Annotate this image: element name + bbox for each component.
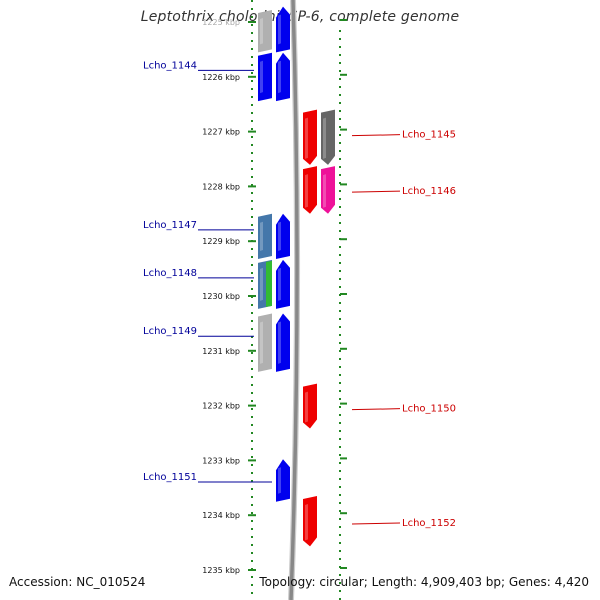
- gene-highlight: [278, 14, 281, 45]
- gene-body: [303, 166, 317, 214]
- gene-highlight: [260, 267, 263, 301]
- gene-label-leader: [351, 522, 401, 525]
- gene-block: [276, 313, 290, 372]
- gene-highlight: [278, 467, 281, 494]
- tick-label: 1232 kbp: [202, 402, 240, 411]
- genome-summary-text: Topology: circular; Length: 4,909,403 bp…: [259, 575, 589, 589]
- gene-body: [258, 52, 272, 102]
- gene-label: Lcho_1149: [143, 326, 197, 337]
- gene-highlight: [260, 221, 263, 251]
- gene-block: [276, 213, 290, 259]
- tick-label: 1230 kbp: [202, 292, 240, 301]
- gene-label: Lcho_1148: [143, 268, 197, 279]
- gene-body: [303, 109, 317, 165]
- gene-label: Lcho_1147: [143, 220, 197, 231]
- gene-highlight: [278, 60, 281, 94]
- gene-block: [276, 6, 290, 53]
- gene-body: [276, 259, 290, 309]
- gene-highlight: [323, 117, 326, 159]
- gene-lcho_1146: [303, 166, 317, 214]
- gene-highlight: [260, 321, 263, 364]
- gene-label-leader: [351, 408, 401, 411]
- gene-highlight: [260, 60, 263, 94]
- gene-label: Lcho_1144: [143, 60, 197, 71]
- gene-block: [276, 52, 290, 102]
- gene-highlight: [260, 17, 263, 45]
- gene-stripe: [266, 260, 272, 307]
- tick-label: 1225 kbp: [202, 18, 240, 27]
- gene-highlight: [278, 267, 281, 301]
- gene-highlight: [278, 221, 281, 251]
- gene-block: [258, 9, 272, 53]
- gene-highlight: [305, 391, 308, 423]
- tick-label: 1226 kbp: [202, 73, 240, 82]
- accession-text: Accession: NC_010524: [9, 575, 146, 589]
- gene-lcho_1149: [258, 313, 272, 372]
- gene-body: [321, 109, 335, 165]
- gene-body: [258, 9, 272, 53]
- gene-block: [321, 166, 335, 214]
- tick-label: 1227 kbp: [202, 128, 240, 137]
- gene-body: [321, 166, 335, 214]
- gene-highlight: [323, 174, 326, 208]
- genome-title: Leptothrix cholodnii SP-6, complete geno…: [140, 9, 460, 25]
- gene-highlight: [305, 174, 308, 208]
- gene-lcho_1145: [303, 109, 317, 165]
- tick-label: 1231 kbp: [202, 347, 240, 356]
- gene-body: [276, 313, 290, 372]
- gene-label-leader: [351, 190, 401, 193]
- gene-body: [303, 383, 317, 429]
- gene-block: [276, 259, 290, 309]
- tick-label: 1235 kbp: [202, 566, 240, 575]
- gene-lcho_1150: [303, 383, 317, 429]
- tick-label: 1233 kbp: [202, 456, 240, 465]
- gene-body: [276, 52, 290, 102]
- gene-highlight: [278, 321, 281, 364]
- gene-block: [321, 109, 335, 165]
- gene-body: [258, 313, 272, 372]
- gene-body: [276, 459, 290, 502]
- tick-label: 1234 kbp: [202, 511, 240, 520]
- gene-lcho_1147: [258, 213, 272, 259]
- gene-body: [276, 6, 290, 53]
- gene-highlight: [305, 504, 308, 541]
- gene-body: [276, 213, 290, 259]
- gene-body: [258, 213, 272, 259]
- backbone-line: [289, 0, 299, 600]
- gene-lcho_1152: [303, 496, 317, 547]
- tick-label: 1228 kbp: [202, 182, 240, 191]
- gene-label: Lcho_1150: [402, 404, 456, 415]
- gene-label: Lcho_1152: [402, 518, 456, 529]
- gene-label-leader: [351, 134, 401, 137]
- gene-label: Lcho_1151: [143, 472, 197, 483]
- gene-label: Lcho_1146: [402, 186, 456, 197]
- gene-highlight: [305, 117, 308, 159]
- gene-lcho_1144: [258, 52, 272, 102]
- gene-label: Lcho_1145: [402, 130, 456, 141]
- gene-lcho_1151: [276, 459, 290, 502]
- tick-label: 1229 kbp: [202, 237, 240, 246]
- gene-body: [303, 496, 317, 547]
